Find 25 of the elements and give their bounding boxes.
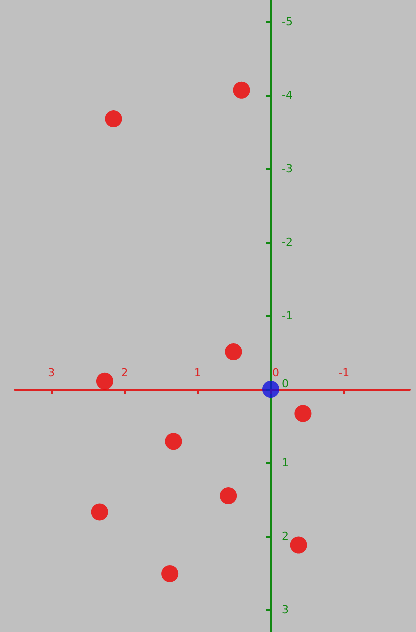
x-tick-label: -1 [338,366,350,380]
y-tick-label: -1 [282,310,293,322]
point [233,82,250,99]
x-tick-label: 1 [194,366,202,380]
x-tick-label: 3 [48,366,56,380]
y-tick-label: 3 [282,603,290,616]
y-tick-label: 1 [282,456,290,470]
point [165,433,182,450]
point [91,504,108,521]
point [162,565,179,582]
y-tick-label: -5 [282,16,293,29]
x-tick-label: 0 [272,366,280,380]
point [294,405,312,422]
x-tick-label: 2 [121,366,128,380]
y-tick-label: -2 [282,236,293,250]
point [262,380,280,398]
point [96,372,114,390]
point [290,536,308,554]
y-tick-label: -3 [282,162,293,176]
point [225,344,242,361]
y-tick-label: 2 [282,530,290,543]
point [105,110,122,128]
point [220,488,238,505]
y-tick-label: 0 [282,377,290,390]
y-tick-label: -4 [282,89,293,102]
